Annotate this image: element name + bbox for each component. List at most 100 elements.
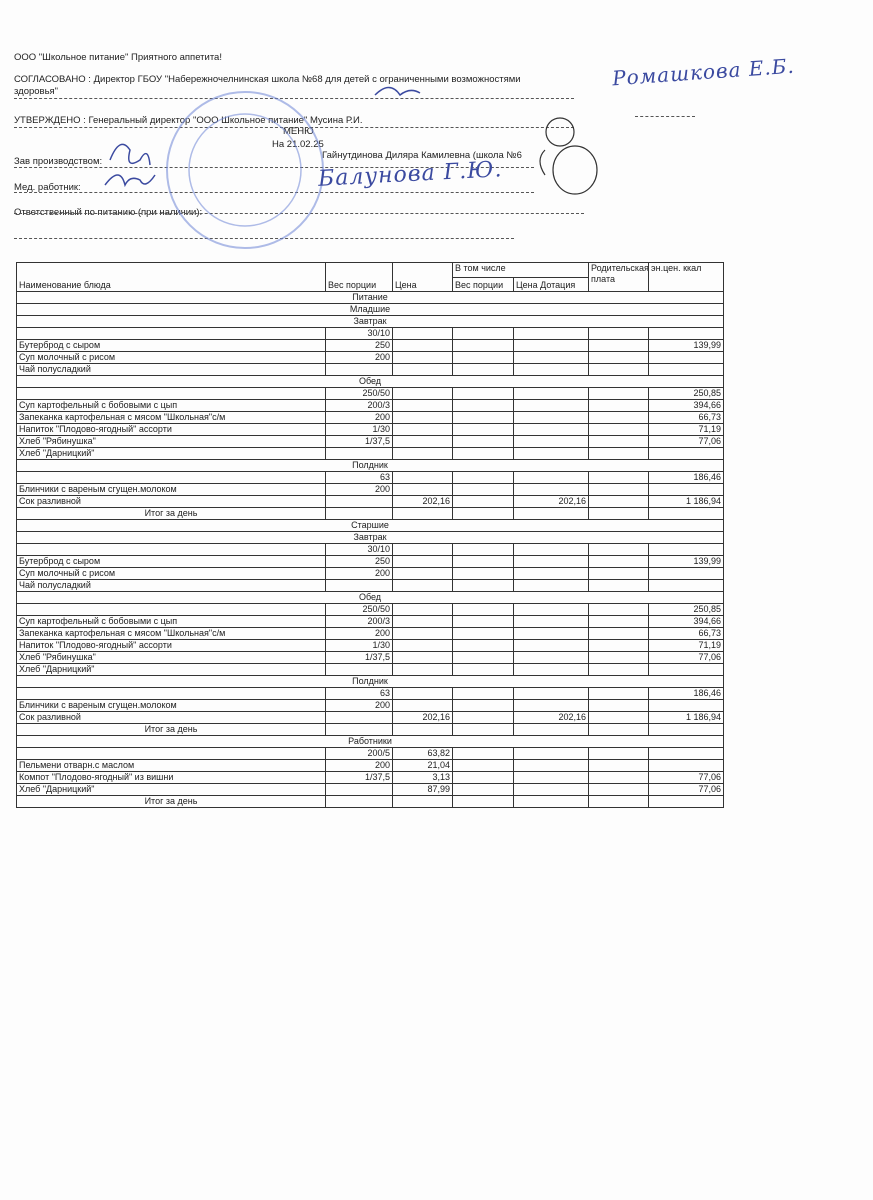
table-row: 63 186,46 bbox=[16, 687, 725, 700]
subsidy-price-cell bbox=[512, 699, 590, 712]
table-row: Запеканка картофельная с мясом "Школьная… bbox=[16, 627, 725, 640]
price-cell bbox=[392, 579, 453, 592]
sub-weight-cell bbox=[452, 639, 514, 652]
table-row: 30/10 bbox=[16, 327, 725, 340]
kcal-cell bbox=[648, 699, 725, 712]
dish-name-cell bbox=[16, 471, 326, 484]
parent-fee-cell bbox=[588, 387, 650, 400]
dish-name-cell: Хлеб "Дарницкий" bbox=[16, 783, 326, 796]
parent-fee-cell bbox=[588, 495, 650, 508]
sub-weight-cell bbox=[452, 615, 514, 628]
price-cell bbox=[392, 567, 453, 580]
subsidy-price-cell bbox=[512, 471, 590, 484]
subsidy-price-cell bbox=[512, 603, 590, 616]
sub-weight-cell bbox=[452, 627, 514, 640]
subsidy-price-cell bbox=[512, 651, 590, 664]
portion-weight-cell: 1/37,5 bbox=[325, 651, 393, 664]
sub-weight-cell bbox=[452, 495, 514, 508]
price-cell: 202,16 bbox=[392, 495, 453, 508]
subsidy-price-cell bbox=[512, 507, 590, 520]
kcal-cell bbox=[648, 351, 725, 364]
dish-name-cell: Итог за день bbox=[16, 795, 326, 808]
section-title: Завтрак bbox=[15, 315, 725, 328]
portion-weight-cell bbox=[325, 663, 393, 676]
portion-weight-cell: 1/30 bbox=[325, 423, 393, 436]
table-row: Пельмени отварн.с маслом 200 21,04 bbox=[16, 759, 725, 772]
portion-weight-cell: 250/50 bbox=[325, 387, 393, 400]
dish-name-cell: Запеканка картофельная с мясом "Школьная… bbox=[16, 411, 326, 424]
parent-fee-cell bbox=[588, 783, 650, 796]
signature-line bbox=[14, 98, 574, 99]
sub-weight-cell bbox=[452, 663, 514, 676]
dish-name-cell: Блинчики с вареным сгущен.молоком bbox=[16, 699, 326, 712]
kcal-cell bbox=[648, 543, 725, 556]
table-row: Бутерброд с сыром 250 139,99 bbox=[16, 339, 725, 352]
table-row: 250/50 250,85 bbox=[16, 603, 725, 616]
portion-weight-cell bbox=[325, 723, 393, 736]
subsidy-price-cell bbox=[512, 759, 590, 772]
parent-fee-cell bbox=[588, 627, 650, 640]
price-cell: 63,82 bbox=[392, 747, 453, 760]
sub-weight-cell bbox=[452, 771, 514, 784]
header-sub-weight: Вес порции bbox=[452, 276, 514, 292]
sub-weight-cell bbox=[452, 687, 514, 700]
sub-weight-cell bbox=[452, 507, 514, 520]
table-row: Суп картофельный с бобовыми с цып 200/3 39… bbox=[16, 615, 725, 628]
signature-line bbox=[635, 116, 695, 117]
portion-weight-cell: 200 bbox=[325, 567, 393, 580]
subsidy-price-cell bbox=[512, 363, 590, 376]
portion-weight-cell: 1/37,5 bbox=[325, 435, 393, 448]
portion-weight-cell: 63 bbox=[325, 471, 393, 484]
dish-name-cell bbox=[16, 747, 326, 760]
parent-fee-cell bbox=[588, 339, 650, 352]
price-cell bbox=[392, 435, 453, 448]
portion-weight-cell bbox=[325, 795, 393, 808]
subsidy-price-cell bbox=[512, 627, 590, 640]
price-cell bbox=[392, 663, 453, 676]
table-row: Хлеб "Рябинушка" 1/37,5 77,06 bbox=[16, 651, 725, 664]
kcal-cell: 71,19 bbox=[648, 423, 725, 436]
portion-weight-cell: 200 bbox=[325, 411, 393, 424]
subsidy-price-cell bbox=[512, 387, 590, 400]
kcal-cell: 394,66 bbox=[648, 615, 725, 628]
sub-weight-cell bbox=[452, 339, 514, 352]
subsidy-price-cell bbox=[512, 423, 590, 436]
sub-weight-cell bbox=[452, 543, 514, 556]
table-row: Сок разливной 202,16 202,16 1 186,94 bbox=[16, 495, 725, 508]
table-row: 200/5 63,82 bbox=[16, 747, 725, 760]
section-row: Обед bbox=[15, 375, 725, 388]
portion-weight-cell: 30/10 bbox=[325, 543, 393, 556]
dish-name-cell: Итог за день bbox=[16, 507, 326, 520]
sub-weight-cell bbox=[452, 423, 514, 436]
dish-name-cell: Компот "Плодово-ягодный" из вишни bbox=[16, 771, 326, 784]
agreed-line: СОГЛАСОВАНО : Директор ГБОУ "Набережноче… bbox=[14, 74, 521, 85]
portion-weight-cell: 200/3 bbox=[325, 399, 393, 412]
subsidy-price-cell: 202,16 bbox=[512, 495, 590, 508]
sub-weight-cell bbox=[452, 759, 514, 772]
section-title: Завтрак bbox=[15, 531, 725, 544]
portion-weight-cell: 200/3 bbox=[325, 615, 393, 628]
kcal-cell bbox=[648, 759, 725, 772]
section-title: Обед bbox=[15, 375, 725, 388]
sub-weight-cell bbox=[452, 711, 514, 724]
header-kcal: эн.цен. ккал bbox=[648, 262, 725, 292]
dish-name-cell: Суп молочный с рисом bbox=[16, 567, 326, 580]
sub-weight-cell bbox=[452, 351, 514, 364]
sub-weight-cell bbox=[452, 795, 514, 808]
section-row: Полдник bbox=[15, 675, 725, 688]
table-row: Хлеб "Дарницкий" bbox=[16, 447, 725, 460]
portion-weight-cell bbox=[325, 363, 393, 376]
parent-fee-cell bbox=[588, 363, 650, 376]
sub-weight-cell bbox=[452, 447, 514, 460]
table-row: 30/10 bbox=[16, 543, 725, 556]
sub-weight-cell bbox=[452, 471, 514, 484]
table-row: Чай полусладкий bbox=[16, 579, 725, 592]
portion-weight-cell: 1/30 bbox=[325, 639, 393, 652]
signature-line bbox=[14, 238, 514, 239]
sub-weight-cell bbox=[452, 363, 514, 376]
stamps-and-signatures bbox=[104, 86, 598, 249]
medic-label: Мед. работник: bbox=[14, 182, 81, 193]
table-row: Хлеб "Дарницкий" 87,99 77,06 bbox=[16, 783, 725, 796]
portion-weight-cell: 1/37,5 bbox=[325, 771, 393, 784]
table-row: Запеканка картофельная с мясом "Школьная… bbox=[16, 411, 725, 424]
